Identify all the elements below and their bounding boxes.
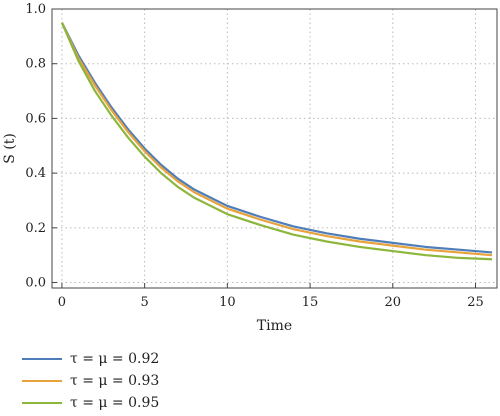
y-axis-title: S (t): [2, 133, 18, 164]
y-tick-label: 0.4: [25, 166, 46, 181]
series-lines: [60, 22, 493, 261]
legend-swatch-1: [22, 380, 62, 382]
legend-swatch-0: [22, 358, 62, 360]
x-axis-title: Time: [257, 318, 292, 334]
x-tick-label: 25: [467, 295, 484, 310]
y-tick-label: 0.8: [25, 57, 46, 72]
x-tick-label: 10: [219, 295, 236, 310]
series-line-1: [60, 22, 493, 257]
x-tick-label: 15: [302, 295, 319, 310]
line-chart: 0 5 10 15 20 25 0.0 0.2 0.4 0.6 0.8 1.0 Time S (t): [2, 2, 498, 334]
y-tick-label: 0.2: [25, 221, 46, 236]
legend-label-0: τ = μ = 0.92: [70, 351, 160, 367]
legend-label-1: τ = μ = 0.93: [70, 373, 160, 389]
plot-frame: [51, 8, 498, 289]
grid: [52, 8, 497, 288]
y-tick-label: 1.0: [25, 2, 46, 17]
legend-item-2: τ = μ = 0.95: [22, 392, 159, 414]
x-tick-label: 20: [385, 295, 402, 310]
x-tick-label: 0: [58, 295, 66, 310]
series-line-2: [60, 22, 493, 261]
x-tick-label: 5: [140, 295, 148, 310]
legend-item-1: τ = μ = 0.93: [22, 370, 159, 392]
legend: τ = μ = 0.92 τ = μ = 0.93 τ = μ = 0.95: [22, 348, 159, 414]
legend-swatch-2: [22, 402, 62, 404]
y-tick-label: 0.0: [25, 276, 46, 291]
legend-item-0: τ = μ = 0.92: [22, 348, 159, 370]
series-line-0: [60, 22, 493, 254]
y-tick-label: 0.6: [25, 111, 46, 126]
axis-ticks: 0 5 10 15 20 25 0.0 0.2 0.4 0.6 0.8 1.0: [25, 2, 483, 310]
legend-label-2: τ = μ = 0.95: [70, 395, 160, 411]
